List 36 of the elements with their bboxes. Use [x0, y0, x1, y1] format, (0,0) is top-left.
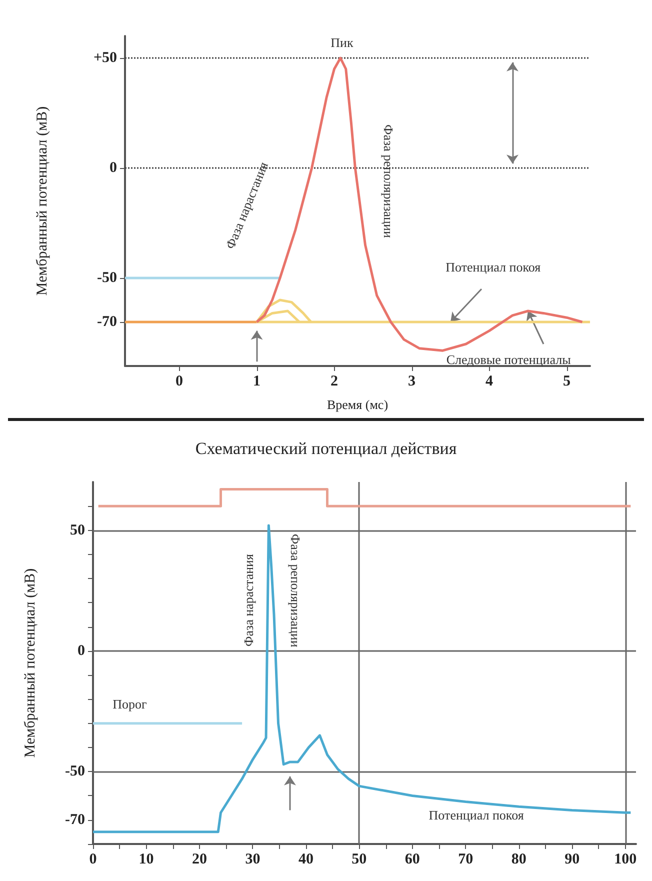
x-tick-label: 20	[192, 852, 207, 868]
x-tick-label: 30	[245, 852, 260, 868]
y-tick-label: 0	[110, 160, 117, 176]
annotation: Фаза нарастания	[240, 554, 256, 646]
x-tick-label: 70	[458, 852, 474, 868]
annotation: Фаза реполяризации	[381, 124, 396, 238]
x-tick-label: 4	[486, 374, 494, 390]
y-tick-label: +50	[93, 50, 117, 66]
y-tick-label: -70	[97, 314, 117, 330]
x-axis-title: Время (мс)	[326, 397, 388, 412]
x-tick-label: 5	[563, 374, 570, 390]
annotation: Пик	[330, 35, 354, 50]
y-tick-label: 0	[78, 642, 85, 659]
y-axis-title: Мембранный потенциал (мВ)	[22, 568, 38, 758]
x-tick-label: 0	[176, 374, 183, 390]
x-tick-label: 2	[330, 374, 338, 390]
y-axis-title: Мембранный потенциал (мВ)	[34, 106, 50, 296]
x-tick-label: 60	[404, 852, 420, 868]
annotation: Потенциал покоя	[428, 808, 524, 823]
chart-title: Схематический потенциал действия	[195, 439, 457, 458]
annotation: Потенциал покоя	[446, 260, 541, 274]
x-tick-label: 1	[253, 374, 260, 390]
annotation: Следовые потенциалы	[446, 352, 572, 367]
x-tick-label: 40	[298, 852, 314, 868]
x-tick-label: 90	[564, 852, 580, 868]
y-tick-label: -50	[65, 764, 85, 780]
x-tick-label: 10	[138, 852, 154, 868]
annotation: Фаза реполяризации	[288, 534, 303, 648]
x-tick-label: 100	[614, 852, 637, 868]
x-tick-label: 80	[511, 852, 526, 868]
x-tick-label: 50	[352, 852, 367, 868]
y-tick-label: -50	[97, 270, 117, 286]
y-tick-label: -70	[65, 812, 85, 828]
annotation: Порог	[112, 696, 147, 712]
x-tick-label: 3	[408, 374, 416, 390]
y-tick-label: 50	[70, 522, 85, 538]
